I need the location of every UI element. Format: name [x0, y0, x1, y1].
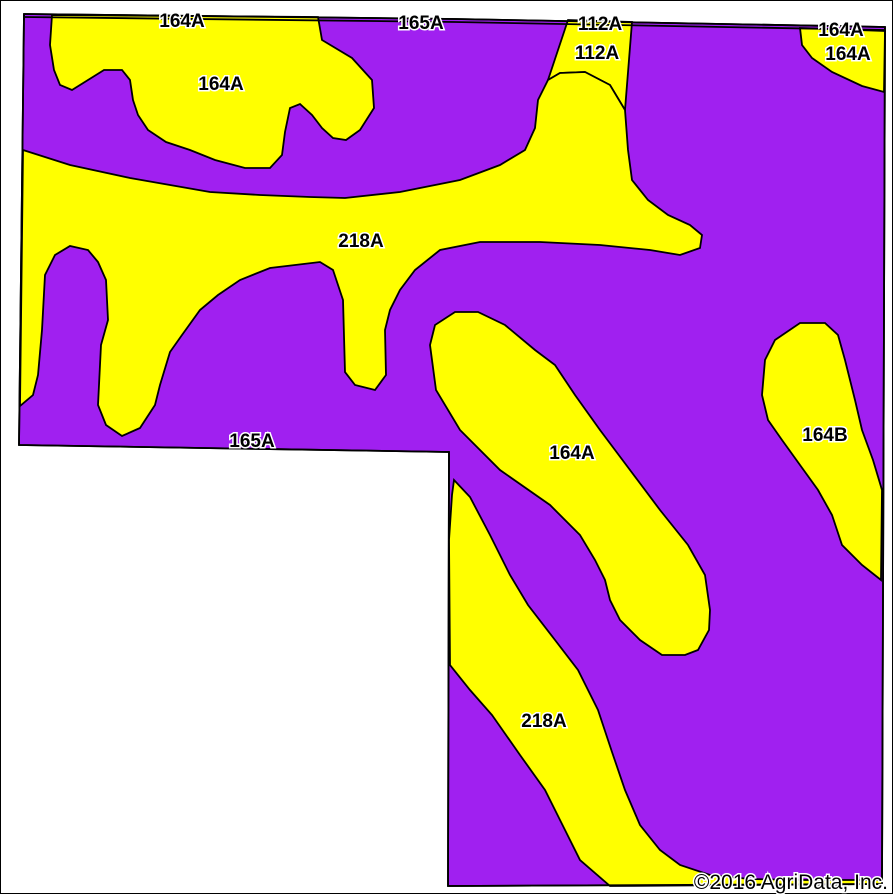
label-218A-center: 218A — [338, 231, 384, 252]
soil-unit-218A-upper[interactable] — [19, 71, 703, 438]
field-boundary-top-edge — [23, 16, 886, 31]
soil-unit-164B[interactable] — [761, 322, 883, 582]
label-164A-upper-left: 164A — [198, 74, 244, 95]
label-218A-lower: 218A — [521, 711, 567, 732]
label-112A-top: 112A — [578, 14, 623, 35]
label-164B-right: 164B — [802, 425, 847, 446]
label-165A-left: 165A — [229, 431, 275, 452]
label-164A-top: 164A — [159, 11, 205, 32]
label-164A-upper-right: 164A — [825, 44, 871, 65]
label-112A-upper: 112A — [575, 43, 620, 64]
field-boundary — [18, 13, 886, 887]
soil-unit-164A-upper-left[interactable] — [49, 14, 375, 169]
soil-unit-218A-lower[interactable] — [448, 478, 883, 887]
copyright-notice: ©2016 AgriData, Inc. — [694, 871, 888, 894]
label-165A-top: 165A — [398, 13, 444, 34]
soil-unit-164A-center[interactable] — [429, 311, 711, 656]
label-164A-center: 164A — [549, 443, 595, 464]
label-164A-top-right: 164A — [818, 20, 864, 41]
